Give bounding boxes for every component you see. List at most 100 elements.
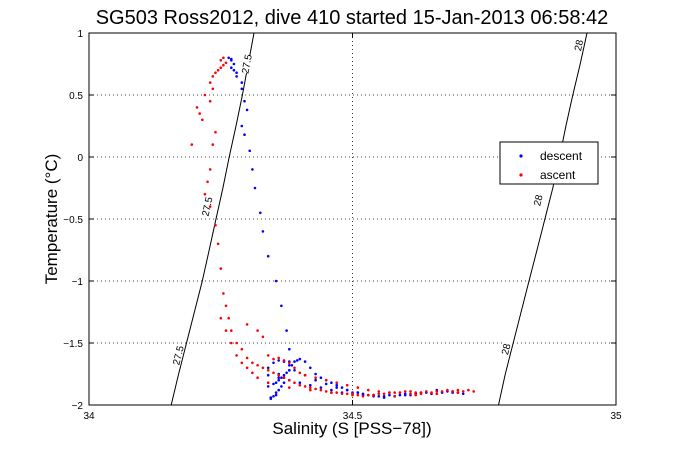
data-point-ascent xyxy=(211,87,215,91)
data-point-ascent xyxy=(388,391,391,394)
data-point-ascent xyxy=(203,93,207,97)
data-point-descent xyxy=(240,81,244,84)
data-point-ascent xyxy=(235,341,238,345)
legend-label-descent: descent xyxy=(540,149,583,163)
data-point-descent xyxy=(461,392,465,396)
data-point-ascent xyxy=(345,383,349,387)
data-point-descent xyxy=(232,68,236,72)
data-point-ascent xyxy=(377,390,381,393)
contour-line xyxy=(498,32,588,406)
data-point-descent xyxy=(309,383,312,387)
data-point-descent xyxy=(285,329,288,332)
data-point-ascent xyxy=(409,390,412,393)
data-point-ascent xyxy=(272,357,275,361)
data-point-descent xyxy=(314,372,317,376)
contour-label: 28 xyxy=(573,38,586,52)
y-tick-label: −2 xyxy=(72,401,84,412)
data-point-ascent xyxy=(435,392,439,396)
data-point-ascent xyxy=(393,395,397,398)
legend-marker-descent xyxy=(519,154,523,158)
contour-label: 28 xyxy=(500,342,514,356)
data-point-descent xyxy=(272,382,275,386)
data-point-descent xyxy=(335,383,339,387)
data-point-descent xyxy=(314,378,317,382)
data-point-ascent xyxy=(240,361,244,365)
data-point-descent xyxy=(251,168,254,171)
y-tick-label: −1 xyxy=(72,277,84,288)
data-point-descent xyxy=(274,381,278,385)
data-point-ascent xyxy=(461,390,465,393)
data-point-ascent xyxy=(277,373,281,377)
data-point-descent xyxy=(377,395,381,398)
data-point-ascent xyxy=(256,364,259,367)
data-point-ascent xyxy=(261,335,265,339)
data-point-ascent xyxy=(245,366,249,370)
data-point-descent xyxy=(266,373,270,377)
data-point-ascent xyxy=(340,392,344,396)
chart-title: SG503 Ross2012, dive 410 started 15-Jan-… xyxy=(96,7,609,29)
data-point-ascent xyxy=(351,392,354,396)
data-point-ascent xyxy=(256,376,259,380)
data-point-descent xyxy=(232,62,236,66)
data-point-descent xyxy=(248,149,251,153)
data-point-ascent xyxy=(198,112,201,115)
data-point-descent xyxy=(277,388,281,392)
data-point-descent xyxy=(382,396,386,399)
data-point-ascent xyxy=(356,386,360,389)
data-point-ascent xyxy=(214,71,217,74)
data-point-ascent xyxy=(266,381,270,385)
data-point-descent xyxy=(398,393,402,397)
data-point-descent xyxy=(235,71,238,74)
data-point-ascent xyxy=(456,391,460,394)
data-point-ascent xyxy=(277,356,281,360)
data-point-descent xyxy=(227,56,230,60)
data-point-ascent xyxy=(216,68,220,72)
axis-ticks: 34 34.5 35 −2 −1.5 −1 −0.5 0 0.5 1 xyxy=(63,29,622,422)
data-point-descent xyxy=(274,393,278,397)
data-point-ascent xyxy=(409,392,412,396)
data-point-ascent xyxy=(335,391,339,394)
data-point-descent xyxy=(330,381,333,385)
data-point-ascent xyxy=(195,106,199,109)
data-point-descent xyxy=(403,393,407,397)
data-point-ascent xyxy=(219,66,223,69)
legend-box xyxy=(499,141,599,185)
data-point-ascent xyxy=(201,118,204,122)
data-point-ascent xyxy=(293,381,296,385)
data-point-descent xyxy=(298,381,302,385)
data-point-ascent xyxy=(303,373,307,377)
data-point-ascent xyxy=(219,267,223,270)
data-point-descent xyxy=(345,388,349,392)
data-point-descent xyxy=(280,385,283,388)
data-point-ascent xyxy=(314,387,317,391)
data-point-ascent xyxy=(314,376,317,380)
data-point-ascent xyxy=(393,391,397,394)
data-point-ascent xyxy=(451,390,454,393)
data-point-descent xyxy=(288,364,291,367)
data-point-ascent xyxy=(288,386,291,389)
data-point-ascent xyxy=(456,388,460,392)
data-point-ascent xyxy=(245,323,249,326)
data-point-ascent xyxy=(211,75,215,78)
data-point-descent xyxy=(335,386,339,389)
data-point-descent xyxy=(266,254,270,258)
data-point-ascent xyxy=(382,392,386,396)
data-point-ascent xyxy=(282,359,286,362)
data-point-ascent xyxy=(208,81,212,84)
data-point-ascent xyxy=(266,369,270,372)
data-point-ascent xyxy=(214,223,217,227)
data-point-ascent xyxy=(240,347,244,351)
data-point-ascent xyxy=(266,354,270,357)
data-point-descent xyxy=(280,376,283,380)
data-point-ascent xyxy=(222,292,225,295)
data-point-ascent xyxy=(298,371,302,375)
data-point-ascent xyxy=(372,393,375,397)
data-point-ascent xyxy=(298,383,302,387)
data-point-ascent xyxy=(256,329,259,332)
data-point-ascent xyxy=(356,393,360,397)
data-point-descent xyxy=(245,108,249,112)
data-point-ascent xyxy=(224,61,228,65)
data-point-ascent xyxy=(208,99,212,103)
y-tick-label: −1.5 xyxy=(63,339,83,350)
data-point-ascent xyxy=(216,242,220,246)
